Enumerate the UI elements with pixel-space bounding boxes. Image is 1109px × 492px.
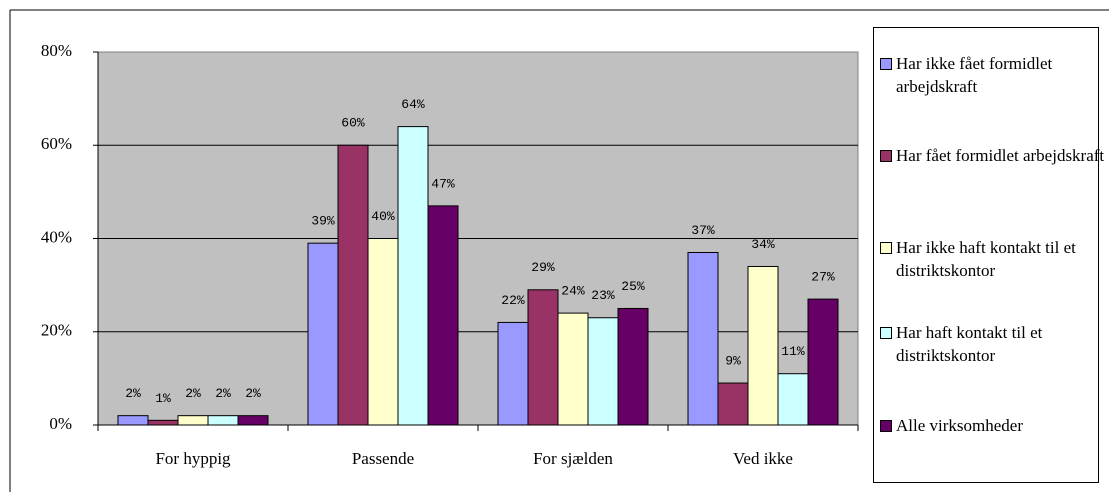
bar — [147, 419, 179, 426]
legend-item: Har ikke fået formidlet arbejdskraft — [880, 52, 1109, 98]
value-label: 2% — [125, 386, 141, 401]
legend-swatch — [880, 150, 892, 162]
value-label: 64% — [401, 97, 425, 112]
x-tick-label: Ved ikke — [733, 449, 793, 468]
legend-swatch — [880, 58, 892, 70]
legend-item: Har fået formidlet arbejdskraft — [880, 144, 1109, 167]
value-label: 2% — [215, 386, 231, 401]
value-label: 23% — [591, 288, 615, 303]
y-tick-label: 40% — [41, 227, 72, 246]
bar — [687, 251, 719, 426]
legend-swatch — [880, 242, 892, 254]
value-label: 27% — [811, 270, 835, 285]
bar — [557, 312, 589, 426]
value-label: 39% — [311, 214, 335, 229]
value-label: 1% — [155, 391, 171, 406]
legend-item: Har ikke haft kontakt til et distriktsko… — [880, 236, 1109, 282]
bar — [777, 373, 809, 426]
bar — [307, 242, 339, 426]
value-label: 9% — [725, 353, 741, 368]
legend-item: Alle virksomheder — [880, 414, 1109, 437]
bar — [207, 415, 239, 426]
bar — [497, 321, 529, 426]
value-label: 25% — [621, 279, 645, 294]
legend: Har ikke fået formidlet arbejdskraft Har … — [873, 27, 1104, 483]
value-label: 40% — [371, 209, 395, 224]
x-tick-label: Passende — [352, 449, 414, 468]
x-tick-label: For hyppig — [155, 449, 231, 468]
value-label: 29% — [531, 260, 555, 275]
value-label: 24% — [561, 284, 585, 299]
bar — [337, 144, 369, 426]
legend-swatch — [880, 327, 892, 339]
bar — [527, 289, 559, 426]
bar — [807, 298, 839, 426]
bar — [177, 415, 209, 426]
bar — [587, 317, 619, 426]
legend-label: Alle virksomheder — [896, 416, 1023, 435]
bar — [237, 415, 269, 426]
y-tick-label: 60% — [41, 134, 72, 153]
y-tick-label: 0% — [49, 414, 72, 433]
bar — [117, 415, 149, 426]
legend-label: Har fået formidlet arbejdskraft — [896, 146, 1105, 165]
bar — [367, 238, 399, 426]
y-tick-label: 20% — [41, 321, 72, 340]
legend-swatch — [880, 420, 892, 432]
bar — [747, 265, 779, 426]
y-tick-label: 80% — [41, 41, 72, 60]
value-label: 60% — [341, 116, 365, 131]
value-label: 47% — [431, 176, 455, 191]
value-label: 2% — [245, 386, 261, 401]
bar — [717, 382, 749, 426]
bar — [427, 205, 459, 426]
value-label: 2% — [185, 386, 201, 401]
value-label: 22% — [501, 293, 525, 308]
bar — [397, 126, 429, 426]
value-label: 11% — [781, 344, 805, 359]
value-label: 37% — [691, 223, 715, 238]
legend-item: Har haft kontakt til et distriktskontor — [880, 321, 1109, 367]
value-label: 34% — [751, 237, 775, 252]
x-tick-label: For sjælden — [533, 449, 613, 468]
legend-label: Har haft kontakt til et distriktskontor — [896, 323, 1043, 365]
legend-label: Har ikke haft kontakt til et distriktsko… — [896, 238, 1076, 280]
bar — [617, 307, 649, 426]
legend-label: Har ikke fået formidlet arbejdskraft — [896, 54, 1053, 96]
